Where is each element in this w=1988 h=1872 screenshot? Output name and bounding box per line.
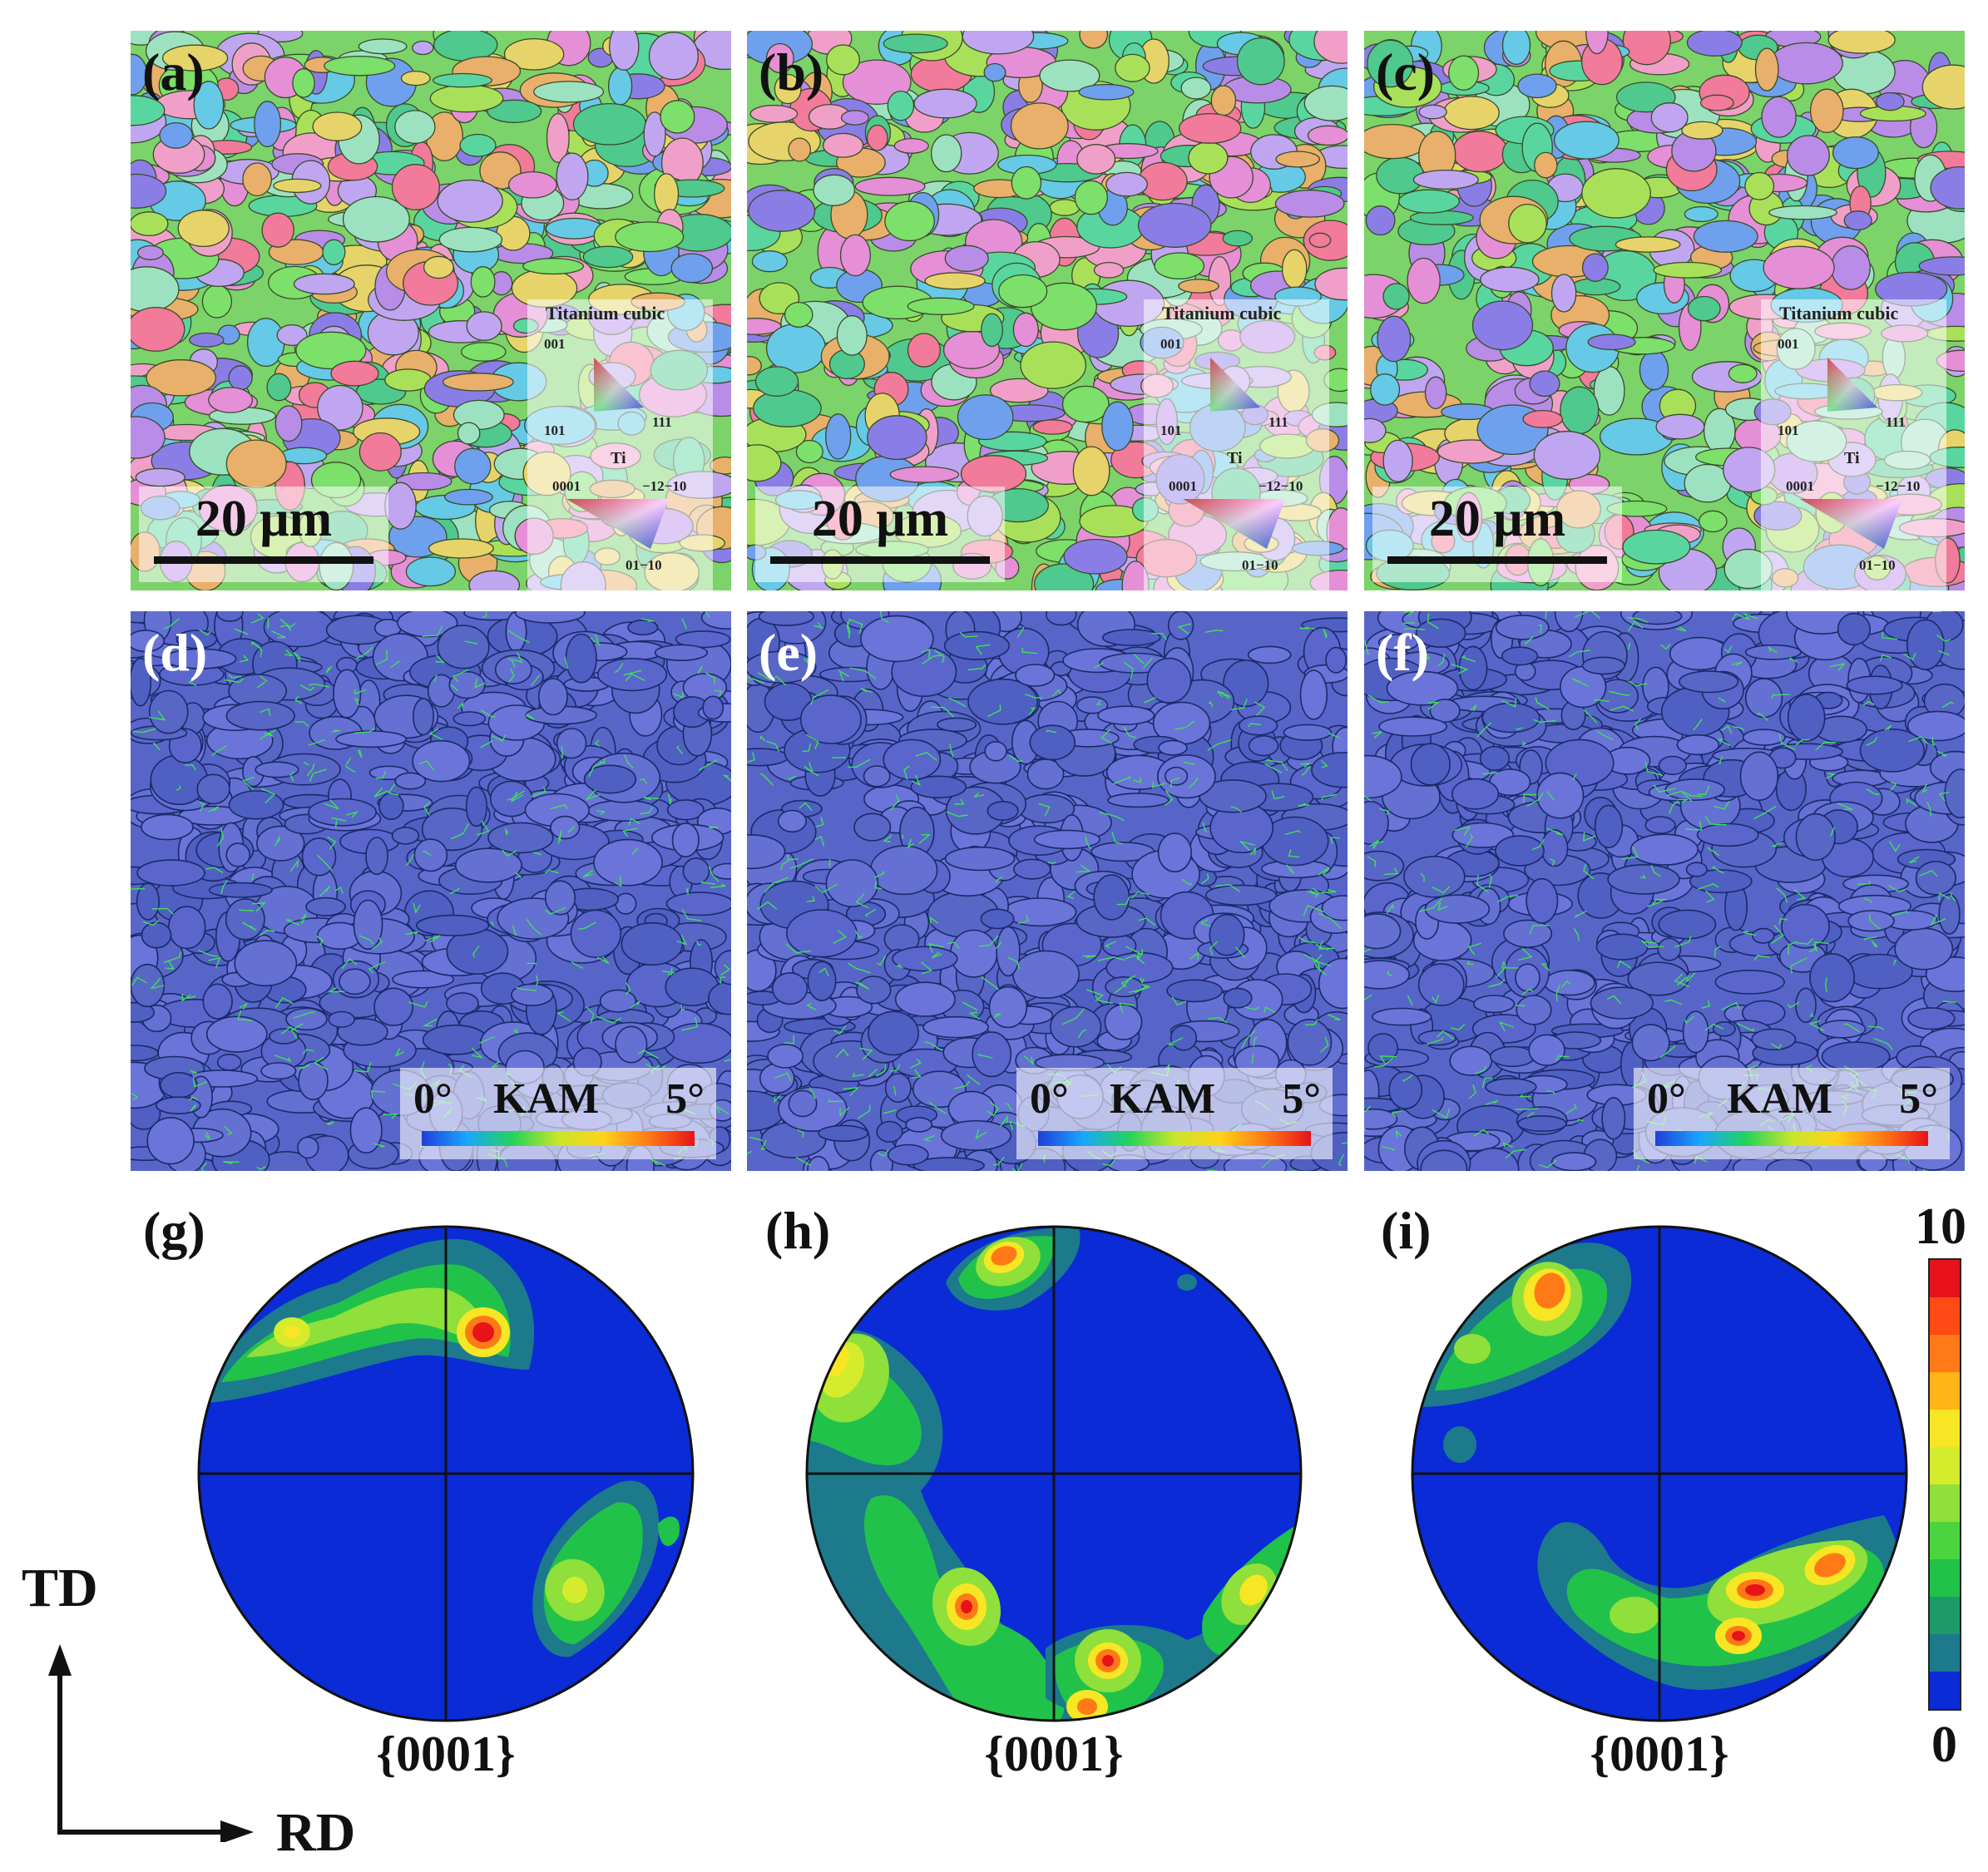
ipf-hex-title: Ti: [611, 449, 626, 467]
kam-min: 0°: [1647, 1075, 1686, 1123]
ipf-label-101: 101: [544, 422, 566, 438]
ipf-label-0001: 0001: [1786, 478, 1814, 494]
ipf-label-001: 001: [544, 336, 566, 352]
ipf-cubic-title: Titanium cubic: [1779, 303, 1899, 324]
kam-legend: 0° KAM 5°: [1634, 1068, 1950, 1159]
kam-color-scale: [1655, 1131, 1928, 1146]
rd-axis-label: RD: [276, 1802, 356, 1863]
kam-min: 0°: [413, 1075, 452, 1123]
ipf-cubic-title: Titanium cubic: [546, 303, 665, 324]
ipf-label-1210: −12−10: [1259, 478, 1303, 494]
ipf-legend: Titanium cubic 001 101 111 Ti 0001 −12−10 01−10: [527, 299, 713, 590]
ipf-label-0110: 01−10: [626, 557, 662, 573]
kam-min: 0°: [1030, 1075, 1069, 1123]
pole-figure-i: [1410, 1224, 1909, 1723]
ipf-map-b: (b) 20 μm Titanium cubic 001 101 111 Ti 0001 −…: [747, 31, 1348, 590]
scale-bar-label: 20 μm: [1428, 491, 1566, 547]
kam-legend: 0° KAM 5°: [1016, 1068, 1333, 1159]
ipf-label-101: 101: [1778, 422, 1799, 438]
kam-title: KAM: [493, 1075, 600, 1123]
panel-label: (d): [142, 623, 208, 682]
kam-legend: 0° KAM 5°: [400, 1068, 716, 1159]
panel-label: (g): [143, 1201, 205, 1260]
pole-figure-h: [804, 1224, 1303, 1723]
kam-map-e: (e) 0° KAM 5°: [747, 611, 1348, 1171]
td-axis-label: TD: [22, 1558, 98, 1618]
panel-label: (i): [1381, 1201, 1432, 1260]
kam-max: 5°: [1282, 1075, 1321, 1123]
colorbar: [1928, 1258, 1961, 1711]
ipf-hex-title: Ti: [1227, 449, 1243, 467]
scale-bar-line: [154, 556, 373, 564]
kam-color-scale: [422, 1131, 695, 1146]
ipf-hex-title: Ti: [1844, 449, 1860, 467]
scale-bar-label: 20 μm: [195, 491, 333, 547]
sample-axes-arrows: [48, 1644, 254, 1842]
pole-figure-g: [196, 1224, 695, 1723]
panel-label: (f): [1376, 623, 1429, 682]
kam-map-f: (f) 0° KAM 5°: [1364, 611, 1965, 1171]
ipf-color-triangles: [1183, 358, 1285, 549]
ipf-label-111: 111: [652, 414, 672, 430]
ipf-label-001: 001: [1160, 336, 1182, 352]
panel-label: (a): [142, 42, 205, 101]
panel-label: (e): [759, 623, 818, 682]
kam-title: KAM: [1727, 1075, 1833, 1123]
ipf-legend: Titanium cubic 001 101 111 Ti 0001 −12−10 01−10: [1761, 299, 1946, 590]
ipf-map-c: (c) 20 μm Titanium cubic 001 101 111 Ti 0001 −…: [1364, 31, 1965, 590]
ipf-label-111: 111: [1268, 414, 1288, 430]
ipf-label-0110: 01−10: [1859, 557, 1896, 573]
scale-bar-line: [1387, 556, 1607, 564]
pole-figure-plane: {0001}: [1590, 1726, 1729, 1781]
ipf-cubic-title: Titanium cubic: [1162, 303, 1282, 324]
pole-figure-plane: {0001}: [376, 1726, 516, 1781]
pole-figure-plane: {0001}: [984, 1726, 1124, 1781]
panel-label: (b): [759, 42, 824, 101]
scale-bar-label: 20 μm: [811, 491, 949, 547]
ipf-color-triangles: [1800, 358, 1902, 549]
ipf-label-1210: −12−10: [1876, 478, 1921, 494]
panel-label: (h): [765, 1201, 831, 1260]
panel-label: (c): [1376, 42, 1436, 101]
scale-bar: 20 μm: [1372, 487, 1622, 582]
ipf-label-001: 001: [1778, 336, 1799, 352]
kam-max: 5°: [665, 1075, 705, 1123]
ipf-legend: Titanium cubic 001 101 111 Ti 0001 −12−10 01−10: [1144, 299, 1329, 590]
ipf-color-triangles: [566, 358, 669, 549]
ipf-map-a: (a) 20 μm Titanium cubic 001 101 111 Ti 0001 −…: [131, 31, 731, 590]
ipf-label-0001: 0001: [552, 478, 581, 494]
kam-map-d: (d) 0° KAM 5°: [131, 611, 731, 1171]
ipf-label-0001: 0001: [1169, 478, 1197, 494]
kam-mosaic: [1364, 611, 1965, 1171]
scale-bar: 20 μm: [755, 487, 1005, 582]
kam-title: KAM: [1110, 1075, 1216, 1123]
ipf-label-101: 101: [1160, 422, 1182, 438]
scale-bar-line: [770, 556, 990, 564]
ipf-label-111: 111: [1886, 414, 1906, 430]
colorbar-min-label: 0: [1931, 1716, 1957, 1773]
kam-color-scale: [1038, 1131, 1311, 1146]
ipf-label-1210: −12−10: [642, 478, 687, 494]
scale-bar: 20 μm: [139, 487, 388, 582]
colorbar-max-label: 10: [1915, 1198, 1966, 1255]
ipf-label-0110: 01−10: [1242, 557, 1278, 573]
kam-max: 5°: [1899, 1075, 1938, 1123]
